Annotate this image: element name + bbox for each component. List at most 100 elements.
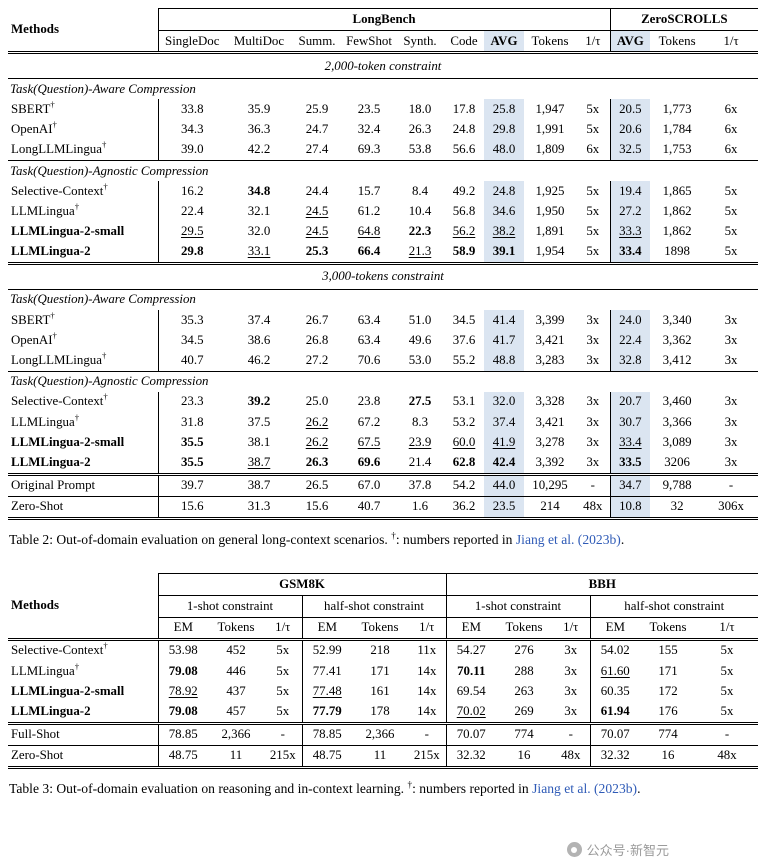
value-cell: 23.3 [157,391,226,412]
method-name: LLMLingua-2 [11,454,91,469]
value-cell: 24.7 [305,122,329,137]
value-cell: 52.99 [301,639,352,661]
value-cell: 1,809 [535,142,565,157]
value-cell: 16.2 [157,181,226,202]
method-name: SBERT† [11,99,55,116]
column-header: Tokens [524,30,576,55]
value-cell: 20.5 [609,99,651,120]
citation-link[interactable]: Jiang et al. (2023b) [515,531,621,547]
value-cell: 24.8 [452,122,476,137]
value-cell: 5x [720,703,734,718]
value-cell: 3x [586,312,600,327]
value-cell: 3x [564,643,578,658]
value-cell: 77.41 [301,660,352,682]
value-cell: 48.0 [484,139,524,161]
dagger-symbol: † [101,350,107,361]
table2-body: 2,000-token constraint Task(Question)-Awa… [8,52,758,520]
value-cell: 53.2 [452,414,476,429]
value-cell: 15.6 [292,495,342,520]
table-row: LLMLingua† 79.08 446 5x 77.41 171 14x 70.11 288 3… [8,660,758,682]
value-cell: 17.8 [452,101,476,116]
value-cell: 53.8 [408,142,432,157]
value-cell: 31.3 [226,495,292,520]
citation-link[interactable]: Jiang et al. (2023b) [532,780,638,796]
subgroup-header: half-shot constraint [301,595,446,618]
value-cell: 1,947 [535,101,565,116]
value-cell: 60.0 [452,434,476,449]
table2-caption: Table 2: Out-of-domain evaluation on gen… [9,531,758,549]
value-cell: 5x [276,703,290,718]
value-cell: 1898 [664,244,690,259]
value-cell: 26.7 [305,312,329,327]
value-cell: 1,891 [535,224,565,239]
value-cell: 46.2 [247,353,271,368]
value-cell: - [552,721,590,746]
value-cell: 61.60 [589,660,640,682]
value-cell: 5x [724,183,738,198]
value-cell: 20.7 [609,391,651,412]
value-cell: 5x [720,643,734,658]
value-cell: 29.8 [157,241,226,264]
value-cell: 23.8 [357,394,381,409]
table3-reasoning: Methods GSM8K BBH 1-shot constraint half-sho… [8,572,758,769]
value-cell: 1,862 [662,224,692,239]
value-cell: 56.8 [452,203,476,218]
value-cell: 25.3 [305,244,329,259]
value-cell: 35.5 [157,432,226,453]
value-cell: 3,421 [535,414,565,429]
column-header: Synth. [396,30,444,55]
value-cell: 23.5 [484,495,524,520]
value-cell: 61.2 [357,203,381,218]
value-cell: 3x [724,353,738,368]
subgroup-header: 1-shot constraint [157,595,302,618]
value-cell: 40.7 [157,350,226,372]
value-cell: 67.5 [357,434,381,449]
method-name: Zero-Shot [8,495,158,520]
column-header: EM [301,617,352,641]
value-cell: 70.02 [445,701,496,724]
column-header: SingleDoc [157,30,226,55]
value-cell: 3,460 [662,394,692,409]
value-cell: 38.2 [484,221,524,242]
group-header: BBH [445,572,758,596]
value-cell: 214 [524,495,576,520]
value-cell: 22.3 [408,224,432,239]
value-cell: 5x [720,663,734,678]
value-cell: 38.7 [247,454,271,469]
table-row: LLMLingua-2-small 29.5 32.0 24.5 64.8 22.3 56.… [8,221,758,242]
table-row: LongLLMLingua† 39.0 42.2 27.4 69.3 53.8 56.6 48… [8,139,758,161]
value-cell: 78.85 [301,721,352,746]
value-cell: 70.6 [357,353,381,368]
value-cell: 34.3 [157,119,226,140]
value-cell: 1,950 [535,203,565,218]
value-cell: 5x [586,224,600,239]
value-cell: 27.2 [609,201,651,222]
value-cell: 32 [650,495,705,520]
caption-note: : numbers reported in [412,780,533,796]
caption-suffix: . [637,780,641,796]
column-header: Tokens [208,617,264,641]
method-name: LLMLingua-2-small [11,683,125,698]
value-cell: 32.0 [247,224,271,239]
section-label: 2,000-token constraint [8,52,758,80]
value-cell: 27.5 [408,394,432,409]
value-cell: 33.3 [609,221,651,242]
table3-caption: Table 3: Out-of-domain evaluation on rea… [9,780,758,798]
value-cell: 64.8 [357,224,381,239]
caption-text: Table 3: Out-of-domain evaluation on rea… [9,780,408,796]
value-cell: 29.5 [157,221,226,242]
value-cell: 51.0 [408,312,432,327]
value-cell: 6x [586,142,600,157]
column-header: 1/τ [696,617,758,641]
value-cell: 49.2 [452,183,476,198]
dagger-symbol: † [407,779,413,790]
section-row: 2,000-token constraint [8,52,758,80]
value-cell: 42.2 [247,142,271,157]
value-cell: 15.6 [157,495,226,520]
value-cell: 39.1 [484,241,524,264]
value-cell: 3,283 [535,353,565,368]
value-cell: 54.2 [444,472,484,497]
value-cell: 30.7 [609,412,651,433]
value-cell: 24.5 [305,203,329,218]
dagger-symbol: † [103,392,108,403]
